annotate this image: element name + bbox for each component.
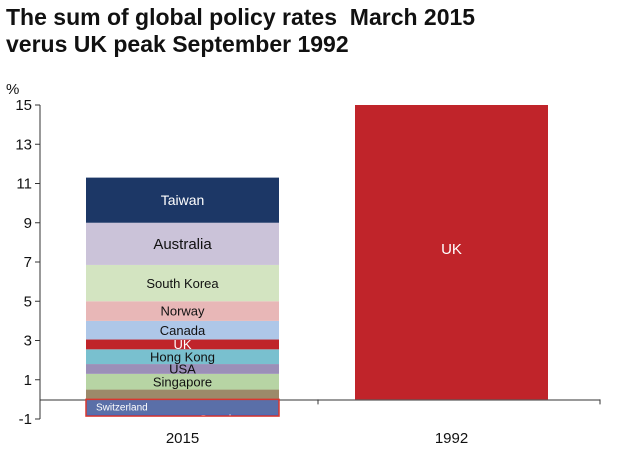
chart-title: The sum of global policy rates March 201… [6,4,475,58]
y-tick-label: 13 [15,136,32,153]
x-tick-label-2015: 2015 [166,430,199,447]
bar-segment-sweden [86,414,279,417]
segment-label-norway: Norway [160,304,205,319]
bar-segment-south-korea [86,264,279,302]
bar-segment-hong-kong [86,349,279,365]
bar-1992: UK [355,105,548,400]
bar-segment-switzerland [86,399,279,415]
x-tick-label-1992: 1992 [435,430,468,447]
bar-segment-canada [86,320,279,340]
segment-label-uk: UK [173,337,191,352]
bar-segment-singapore [86,373,279,390]
bar-segment-australia [86,222,279,265]
segment-label-singapore: Singapore [153,374,212,389]
segment-label-south-korea: South Korea [146,276,219,291]
segment-label-hong-kong: Hong Kong [150,349,215,364]
bar-segment-uk [86,339,279,350]
chart-title-line-2: verus UK peak September 1992 [6,31,349,57]
y-tick-label: 1 [24,372,32,389]
segment-label-uk-1992: UK [441,241,462,258]
segment-label-canada: Canada [160,323,206,338]
y-axis-unit-label: % [6,81,19,98]
negative-segment-outline [85,398,280,417]
segment-label-switzerland: Switzerland [96,402,148,413]
segment-label-sweden: Sweden [199,412,246,427]
y-tick-label: -1 [19,411,32,428]
y-tick-label: 11 [16,176,32,193]
bar-segment-taiwan [86,177,279,223]
y-tick-label: 5 [24,293,32,310]
y-tick-label: 7 [24,254,32,271]
y-tick-label: 3 [24,333,32,350]
y-tick-label: 9 [24,215,32,232]
segment-label-taiwan: Taiwan [161,192,205,208]
bar-segment-norway [86,301,279,321]
bar-segment-usa [86,364,279,374]
chart-title-line-1: The sum of global policy rates March 201… [6,4,476,30]
segment-label-usa: USA [169,362,196,377]
y-tick-label: 15 [15,97,32,114]
bar-segment-uk-1992 [355,105,548,400]
segment-label-australia: Australia [153,236,212,253]
bar-segment-other-small-rates [86,389,279,400]
x-ticks: 2015 1992 [85,399,601,447]
